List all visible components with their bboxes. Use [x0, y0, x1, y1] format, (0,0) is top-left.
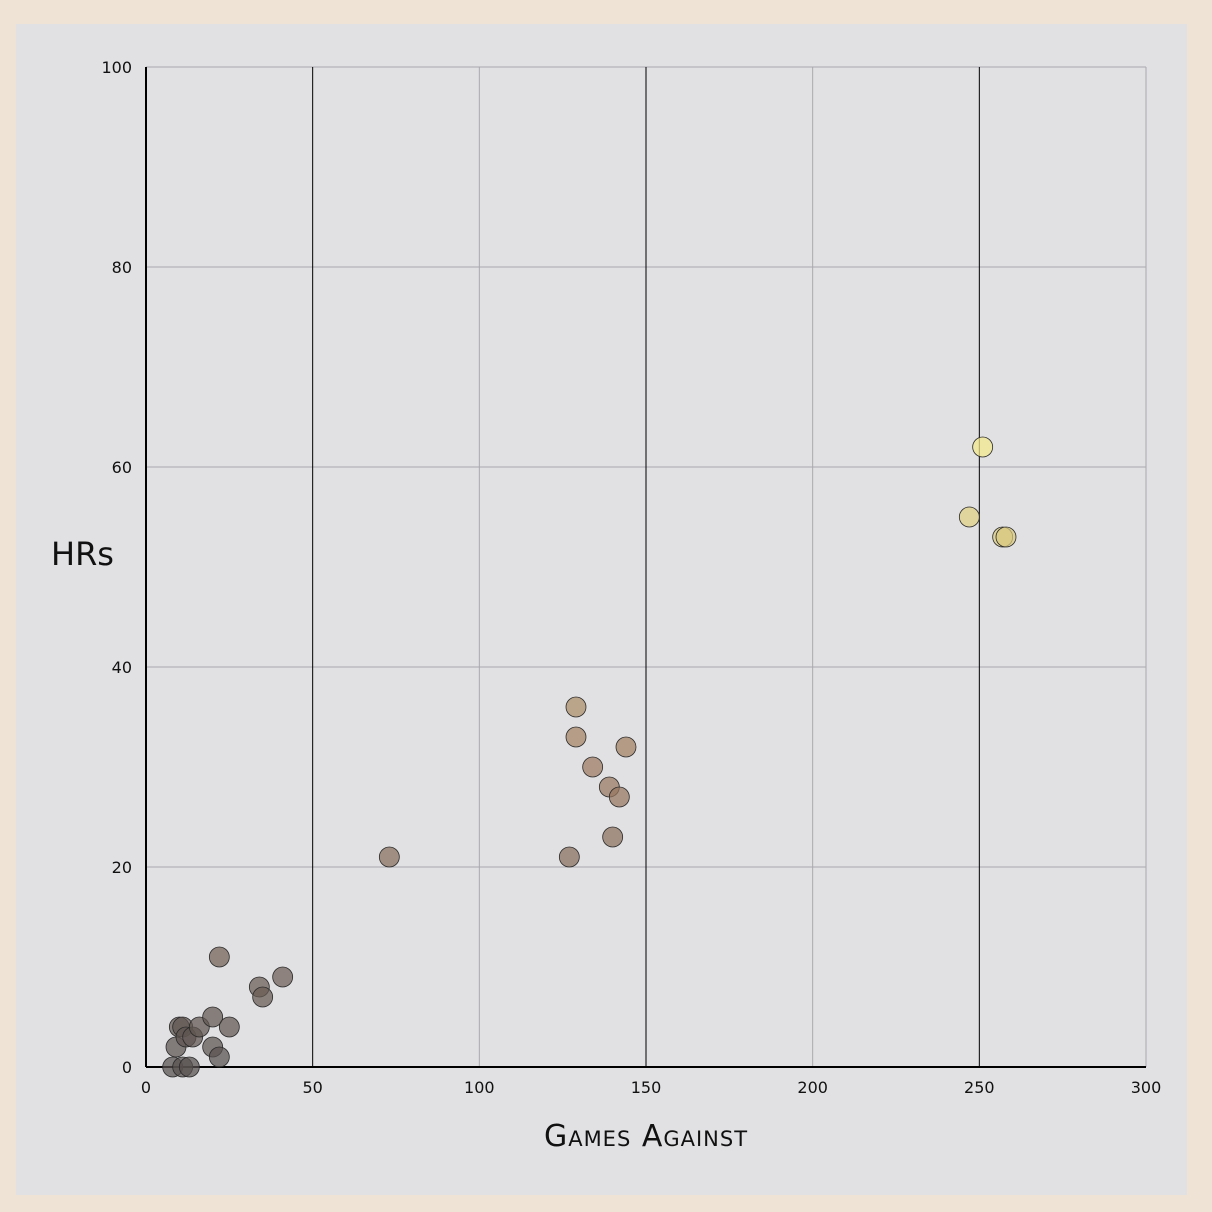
x-tick-label: 0 — [141, 1078, 151, 1097]
y-tick-label: 60 — [112, 458, 132, 477]
y-tick-label: 80 — [112, 258, 132, 277]
data-point — [958, 506, 980, 528]
y-tick-labels: 0 20 40 60 80 100 — [101, 58, 132, 1077]
y-tick-label: 100 — [101, 58, 132, 77]
data-point — [565, 696, 587, 718]
y-tick-label: 0 — [122, 1058, 132, 1077]
data-point — [272, 966, 294, 988]
x-tick-label: 250 — [964, 1078, 995, 1097]
data-point — [582, 756, 604, 778]
data-point — [565, 726, 587, 748]
x-tick-label: 100 — [464, 1078, 495, 1097]
data-point — [615, 736, 637, 758]
data-point — [208, 1046, 230, 1068]
scatter-chart: 0 50 100 150 200 250 300 0 20 40 60 80 100 Games Ag… — [51, 58, 1161, 1154]
x-tick-label: 200 — [797, 1078, 828, 1097]
y-tick-label: 20 — [112, 858, 132, 877]
data-point — [558, 846, 580, 868]
data-point — [608, 786, 630, 808]
data-point — [208, 946, 230, 968]
y-tick-label: 40 — [112, 658, 132, 677]
x-tick-label: 150 — [631, 1078, 662, 1097]
data-point — [378, 846, 400, 868]
axes — [145, 67, 1146, 1068]
grid — [146, 66, 1147, 1067]
chart-panel: 0 50 100 150 200 250 300 0 20 40 60 80 100 Games Ag… — [16, 24, 1187, 1195]
y-axis-title: HRs — [51, 535, 114, 573]
x-tick-labels: 0 50 100 150 200 250 300 — [141, 1078, 1161, 1097]
data-points — [162, 436, 1017, 1078]
data-point — [972, 436, 994, 458]
data-point — [218, 1016, 240, 1038]
data-point — [995, 526, 1017, 548]
data-point — [602, 826, 624, 848]
x-tick-label: 50 — [302, 1078, 322, 1097]
data-point — [202, 1006, 224, 1028]
data-point — [178, 1056, 200, 1078]
x-axis-title: Games Against — [544, 1119, 748, 1154]
x-tick-label: 300 — [1131, 1078, 1162, 1097]
data-point — [252, 986, 274, 1008]
